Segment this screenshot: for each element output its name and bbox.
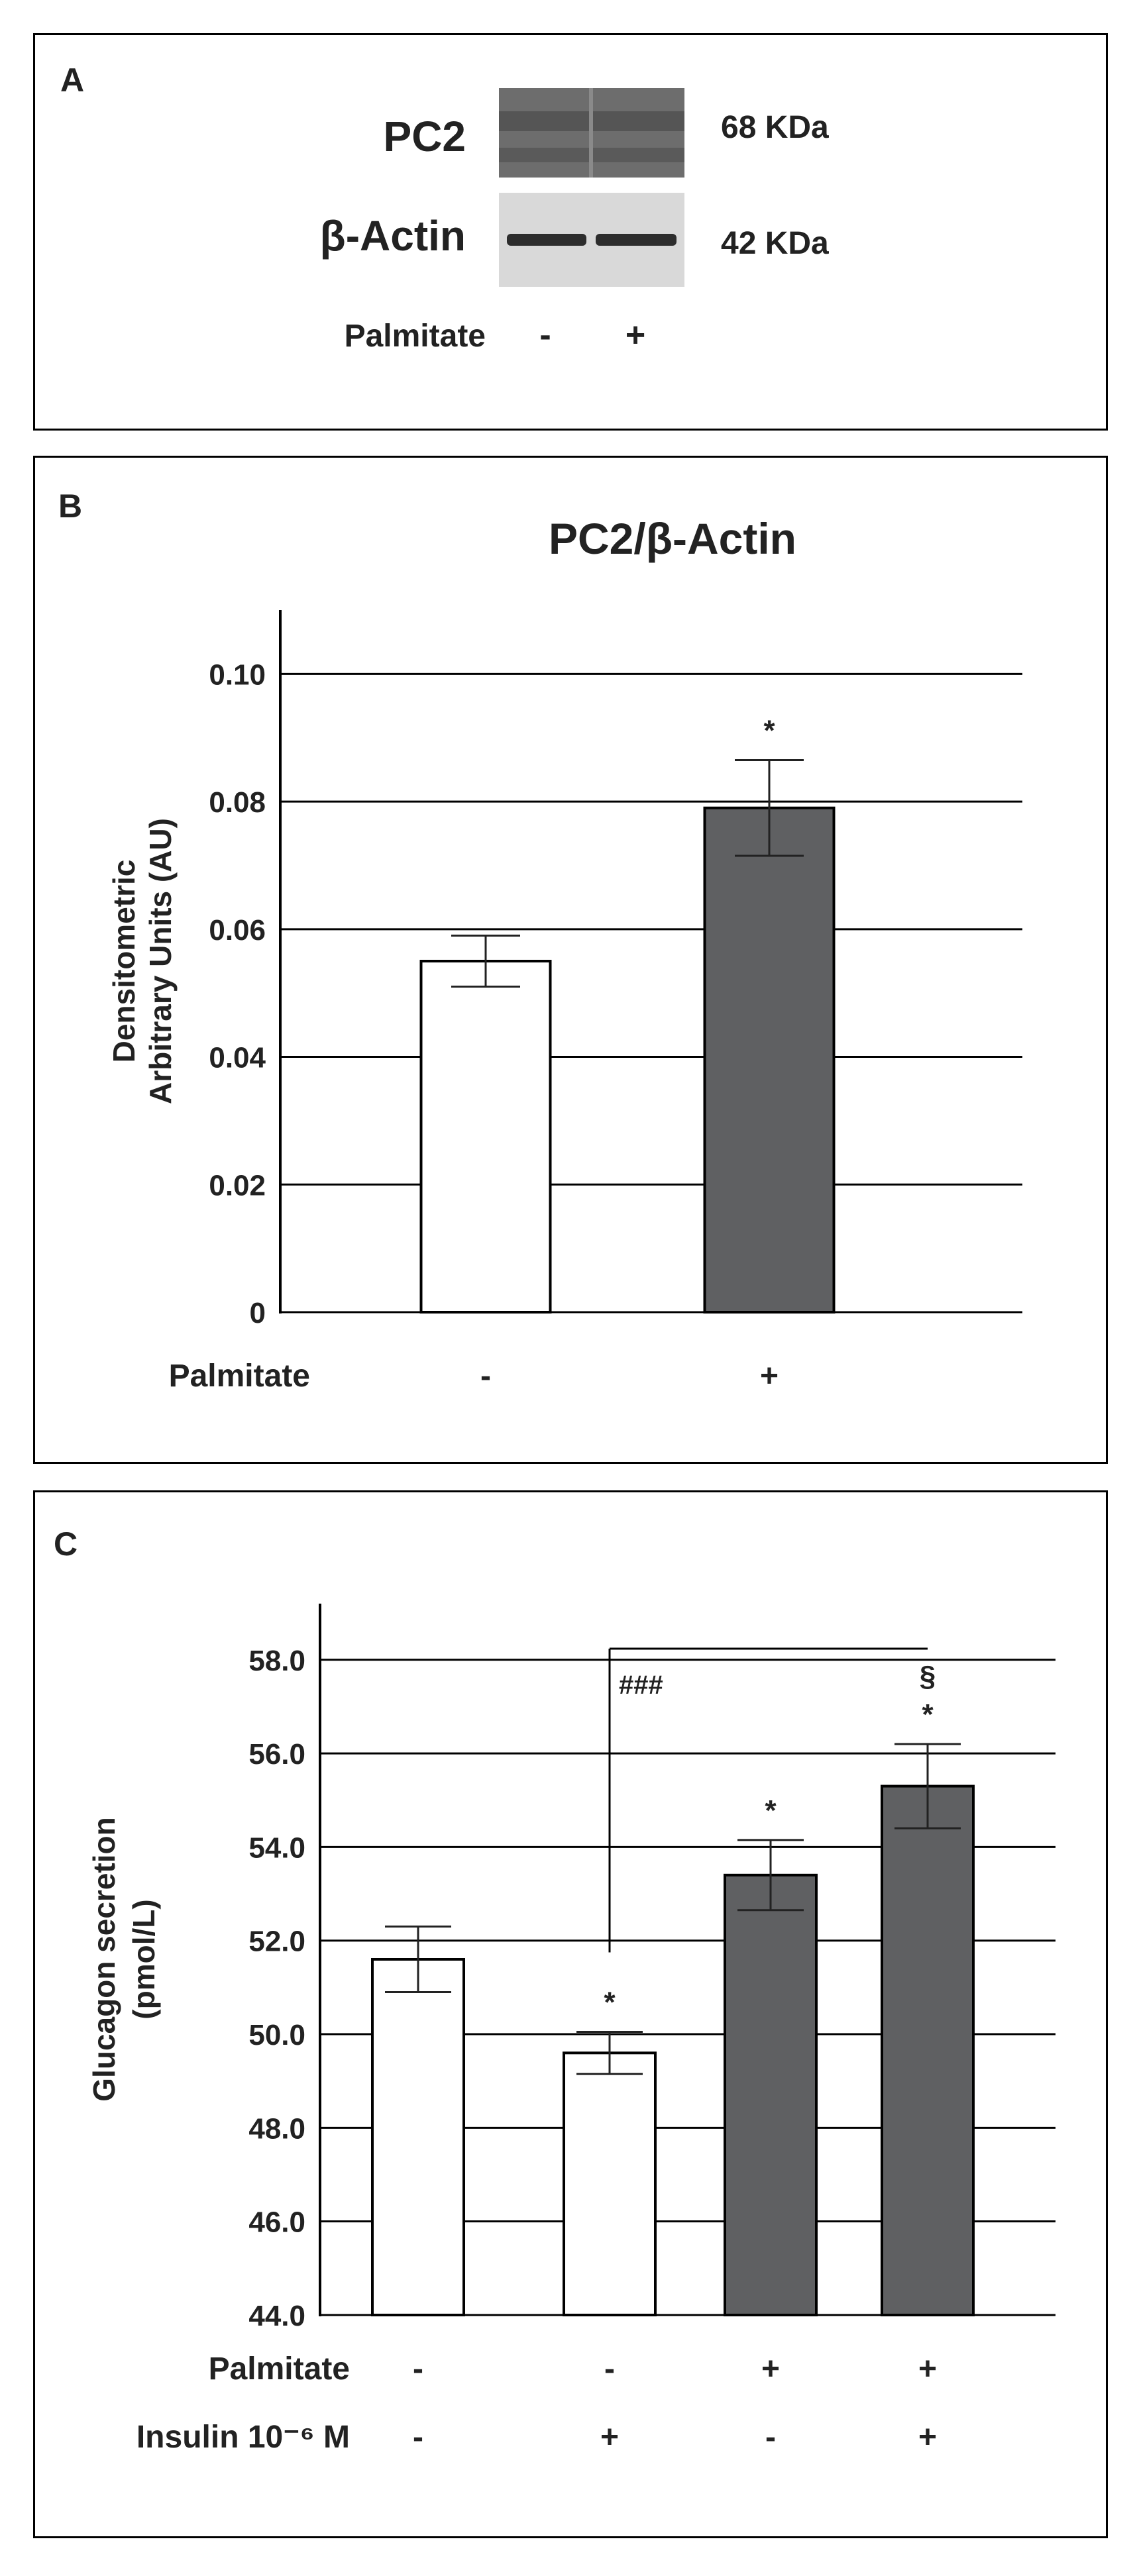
chart-b-marks: 0 0.02 0.04 0.06 0.08 0.10 * Palmitate - + [169,658,1022,1394]
bar [563,2051,657,2316]
y-tick-label: 44.0 [248,2300,305,2332]
panel-letter: C [54,1525,78,1563]
chart-c-marks: 44.0 46.0 48.0 50.0 52.0 54.0 56.0 58.0 * * * § ### P… [136,1645,1056,2455]
condition-row-label: Insulin 10⁻⁶ M [136,2420,350,2455]
condition-sign: + [760,1359,779,1394]
panel-a: A PC2 β-Actin 68 KDa 42 KDa Palmitate - … [33,33,1108,431]
condition-sign: + [918,2420,937,2455]
y-tick-label: 52.0 [248,1926,305,1958]
lane-sign: - [539,316,551,354]
significance-marker: * [763,714,775,747]
condition-sign: - [480,1359,491,1394]
significance-marker: * [604,1986,616,2019]
blot-size-pc2: 68 KDa [721,110,829,145]
bracket-label: ### [619,1671,663,1700]
y-tick-label: 0 [250,1297,266,1329]
y-tick-label: 58.0 [248,1645,305,1677]
y-axis-label-line-1: Glucagon secretion [87,1817,121,2101]
bar [703,806,836,1314]
panel-letter: A [60,62,84,99]
panel-letter: B [58,488,82,525]
y-tick-label: 48.0 [248,2112,305,2145]
pc2-lane-divider [589,88,593,178]
y-axis-label-line-2: Arbitrary Units (AU) [143,818,178,1104]
chart-c: C Glucagon secretion (pmol/L) 44.0 46.0 48… [54,1525,1056,2455]
condition-sign: - [765,2420,776,2455]
chart-title: PC2/β-Actin [549,514,796,563]
panel-b: B PC2/β-Actin Densitometric Arbitrary Un… [33,456,1108,1464]
significance-marker: * [765,1794,777,1827]
y-axis-label-line-1: Densitometric [107,860,141,1063]
significance-marker: * [922,1698,934,1731]
bar [724,1873,818,2316]
condition-sign: + [918,2351,937,2387]
y-tick-label: 46.0 [248,2206,305,2239]
y-tick-label: 56.0 [248,1738,305,1771]
y-tick-label: 0.04 [209,1042,266,1074]
y-axis-label-line-2: (pmol/L) [127,1899,161,2019]
actin-blot-band [507,234,586,246]
condition-sign: + [761,2351,780,2387]
condition-sign: - [413,2351,423,2387]
y-tick-label: 54.0 [248,1831,305,1864]
panel-c: C Glucagon secretion (pmol/L) 44.0 46.0 48… [33,1490,1108,2538]
condition-row-label: Palmitate [209,2351,350,2387]
bar [419,960,552,1314]
y-tick-label: 0.02 [209,1169,266,1202]
y-tick-label: 50.0 [248,2019,305,2051]
chart-b: B PC2/β-Actin Densitometric Arbitrary Un… [58,488,1022,1394]
y-tick-label: 0.08 [209,786,266,819]
y-tick-label: 0.10 [209,658,266,691]
bar [881,1784,975,2316]
actin-blot-band [596,234,677,246]
condition-row-label: Palmitate [169,1359,310,1394]
condition-sign: - [604,2351,615,2387]
condition-label: Palmitate [345,319,486,354]
y-tick-label: 0.06 [209,914,266,947]
condition-sign: + [600,2420,619,2455]
blot-size-actin: 42 KDa [721,226,829,261]
bar [371,1958,465,2316]
significance-marker: § [920,1660,936,1692]
panel-a-figure: A PC2 β-Actin 68 KDa 42 KDa Palmitate - … [60,62,829,354]
lane-sign: + [625,316,645,354]
blot-label-pc2: PC2 [384,113,466,160]
blot-label-actin: β-Actin [320,212,466,260]
condition-sign: - [413,2420,423,2455]
